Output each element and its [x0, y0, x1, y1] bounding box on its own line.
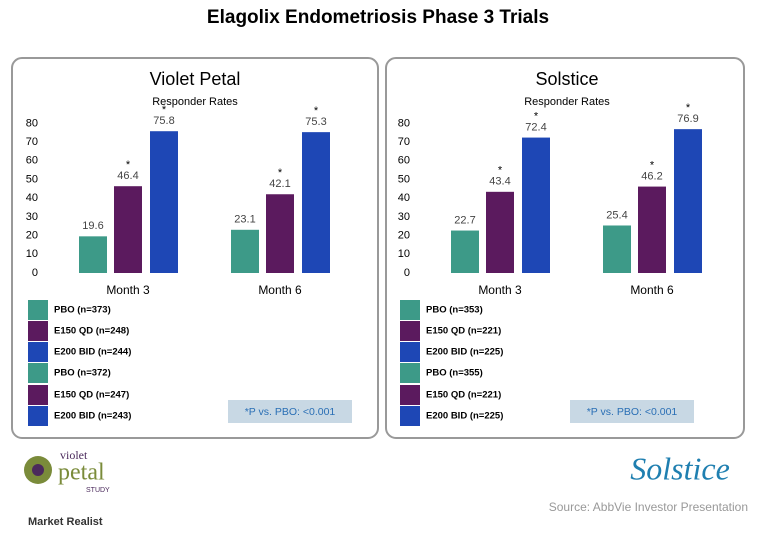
panel	[11, 57, 379, 439]
y-tick-label: 50	[398, 173, 410, 185]
y-tick-label: 10	[26, 248, 38, 260]
logo-text: STUDY	[86, 487, 110, 494]
y-tick-label: 70	[398, 136, 410, 148]
bar	[79, 236, 107, 273]
y-tick-label: 80	[398, 117, 410, 129]
y-tick-label: 0	[32, 267, 38, 279]
legend-swatch	[28, 321, 48, 341]
y-tick-label: 0	[404, 267, 410, 279]
y-tick-label: 30	[26, 211, 38, 223]
bar	[603, 225, 631, 273]
x-tick-label: Month 3	[106, 283, 150, 297]
logo-icon	[32, 464, 44, 476]
y-tick-label: 80	[26, 117, 38, 129]
legend-label: E200 BID (n=225)	[426, 411, 503, 422]
value-label: 76.9	[677, 113, 698, 125]
legend-swatch	[28, 406, 48, 426]
legend-label: E150 QD (n=248)	[54, 326, 129, 337]
legend-swatch	[400, 300, 420, 320]
significance-mark: *	[314, 105, 319, 117]
y-tick-label: 50	[26, 173, 38, 185]
legend-swatch	[28, 342, 48, 362]
y-tick-label: 70	[26, 136, 38, 148]
value-label: 23.1	[234, 214, 255, 226]
legend-swatch	[28, 363, 48, 383]
value-label: 22.7	[454, 214, 475, 226]
significance-mark: *	[686, 102, 691, 114]
y-tick-label: 30	[398, 211, 410, 223]
legend-swatch	[400, 342, 420, 362]
legend-swatch	[400, 406, 420, 426]
significance-mark: *	[534, 110, 539, 122]
value-label: 43.4	[489, 176, 510, 188]
legend-swatch	[400, 385, 420, 405]
y-tick-label: 10	[398, 248, 410, 260]
legend-label: E150 QD (n=221)	[426, 390, 501, 401]
chart-title: Solstice	[535, 69, 598, 89]
bar	[150, 131, 178, 273]
legend-label: PBO (n=353)	[426, 305, 483, 316]
panel	[385, 57, 745, 439]
bar	[231, 229, 259, 273]
logo-text: violet	[60, 448, 88, 462]
bar	[302, 132, 330, 273]
value-label: 19.6	[82, 220, 103, 232]
footnote: *P vs. PBO: <0.001	[245, 406, 336, 418]
bar	[451, 230, 479, 273]
chart-title: Violet Petal	[150, 69, 241, 89]
legend-swatch	[400, 321, 420, 341]
value-label: 25.4	[606, 209, 627, 221]
page-title: Elagolix Endometriosis Phase 3 Trials	[207, 7, 549, 28]
value-label: 42.1	[269, 178, 290, 190]
significance-mark: *	[278, 167, 283, 179]
legend-label: E150 QD (n=221)	[426, 326, 501, 337]
legend-swatch	[400, 363, 420, 383]
x-tick-label: Month 3	[478, 283, 522, 297]
y-tick-label: 40	[26, 192, 38, 204]
bar	[522, 137, 550, 273]
footnote-box	[570, 400, 694, 423]
bar	[674, 129, 702, 273]
y-tick-label: 20	[398, 229, 410, 241]
legend-label: PBO (n=373)	[54, 305, 111, 316]
bar	[266, 194, 294, 273]
legend-label: PBO (n=372)	[54, 368, 111, 379]
value-label: 75.3	[305, 116, 326, 128]
footnote: *P vs. PBO: <0.001	[587, 406, 678, 418]
chart-subtitle: Responder Rates	[152, 96, 238, 108]
bar	[486, 191, 514, 273]
footnote-box	[228, 400, 352, 423]
significance-mark: *	[162, 104, 167, 116]
legend-label: E150 QD (n=247)	[54, 390, 129, 401]
y-tick-label: 40	[398, 192, 410, 204]
value-label: 46.4	[117, 170, 138, 182]
y-tick-label: 60	[398, 155, 410, 167]
y-tick-label: 20	[26, 229, 38, 241]
bar	[638, 186, 666, 273]
legend-label: E200 BID (n=225)	[426, 347, 503, 358]
legend-swatch	[28, 300, 48, 320]
logo-text: Solstice	[630, 450, 730, 486]
legend-label: E200 BID (n=243)	[54, 411, 131, 422]
legend-swatch	[28, 385, 48, 405]
significance-mark: *	[126, 159, 131, 171]
significance-mark: *	[650, 159, 655, 171]
legend-label: PBO (n=355)	[426, 368, 483, 379]
significance-mark: *	[498, 165, 503, 177]
x-tick-label: Month 6	[630, 283, 674, 297]
x-tick-label: Month 6	[258, 283, 302, 297]
brand: Market Realist	[28, 516, 103, 528]
y-tick-label: 60	[26, 155, 38, 167]
logo-text: petal	[58, 460, 105, 486]
chart-subtitle: Responder Rates	[524, 96, 610, 108]
value-label: 75.8	[153, 115, 174, 127]
source: Source: AbbVie Investor Presentation	[549, 500, 748, 514]
value-label: 46.2	[641, 170, 662, 182]
bar	[114, 186, 142, 273]
value-label: 72.4	[525, 121, 546, 133]
legend-label: E200 BID (n=244)	[54, 347, 131, 358]
